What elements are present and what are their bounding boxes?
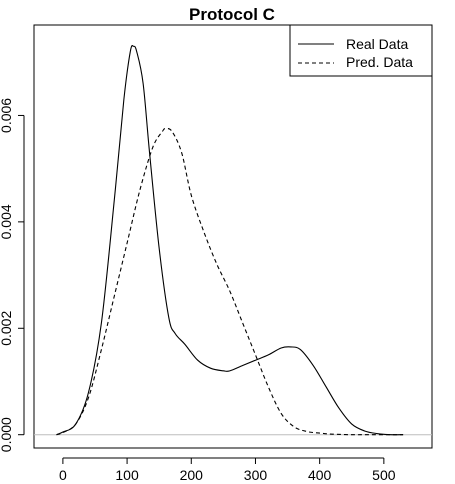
legend: Real Data Pred. Data <box>289 24 433 77</box>
series-layer <box>56 45 404 436</box>
y-axis: 0.000 0.002 0.004 0.006 <box>0 98 25 452</box>
x-tick-label: 300 <box>244 467 268 483</box>
legend-label-pred-data: Pred. Data <box>346 54 413 70</box>
series-line-pred-data <box>56 127 404 436</box>
series-line-real-data <box>56 45 404 436</box>
x-tick-label: 500 <box>372 467 396 483</box>
x-tick-label: 400 <box>308 467 332 483</box>
y-tick-label: 0.002 <box>0 311 14 346</box>
x-axis: 0 100 200 300 400 500 <box>59 457 396 483</box>
legend-label-real-data: Real Data <box>346 36 408 52</box>
x-tick-label: 100 <box>115 467 139 483</box>
y-tick-label: 0.000 <box>0 417 14 452</box>
y-tick-label: 0.004 <box>0 204 14 239</box>
x-tick-label: 0 <box>59 467 67 483</box>
chart-title: Protocol C <box>189 5 275 24</box>
x-tick-label: 200 <box>180 467 204 483</box>
legend-box <box>289 24 433 77</box>
plot-frame <box>33 24 433 449</box>
y-tick-label: 0.006 <box>0 98 14 133</box>
